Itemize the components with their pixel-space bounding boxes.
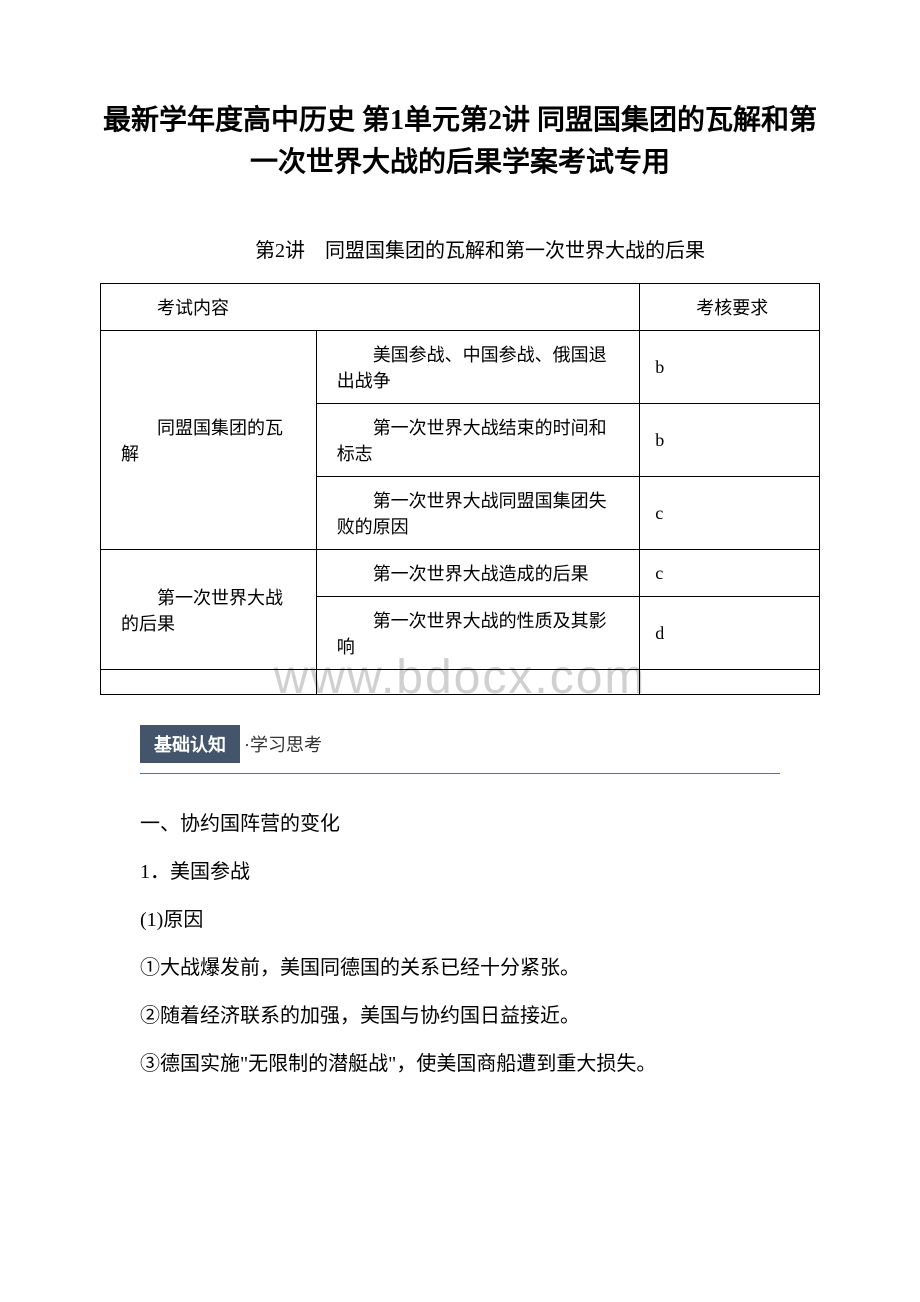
heading-level-1: 一、协约国阵营的变化 — [140, 804, 780, 844]
lecture-subtitle: 第2讲 同盟国集团的瓦解和第一次世界大战的后果 — [100, 234, 820, 263]
empty-cell — [101, 670, 317, 695]
section-divider — [140, 773, 780, 774]
section-badge: 基础认知 ·学习思考 — [140, 725, 820, 763]
empty-cell — [316, 670, 640, 695]
category-cell: 同盟国集团的瓦解 — [101, 331, 317, 550]
level-cell: c — [640, 550, 820, 597]
body-point: ①大战爆发前，美国同德国的关系已经十分紧张。 — [140, 948, 780, 988]
table-empty-row — [101, 670, 820, 695]
body-point: ③德国实施"无限制的潜艇战"，使美国商船遭到重大损失。 — [140, 1044, 780, 1084]
item-cell: 第一次世界大战造成的后果 — [316, 550, 640, 597]
item-cell: 第一次世界大战同盟国集团失败的原因 — [316, 477, 640, 550]
table-header-requirement: 考核要求 — [640, 284, 820, 331]
empty-cell — [640, 670, 820, 695]
body-point: ②随着经济联系的加强，美国与协约国日益接近。 — [140, 996, 780, 1036]
table-header-row: 考试内容 考核要求 — [101, 284, 820, 331]
level-cell: d — [640, 597, 820, 670]
heading-level-2: 1．美国参战 — [140, 852, 780, 892]
item-cell: 美国参战、中国参战、俄国退出战争 — [316, 331, 640, 404]
heading-level-3: (1)原因 — [140, 900, 780, 940]
page-title: 最新学年度高中历史 第1单元第2讲 同盟国集团的瓦解和第一次世界大战的后果学案考… — [100, 100, 820, 184]
level-cell: c — [640, 477, 820, 550]
item-cell: 第一次世界大战结束的时间和标志 — [316, 404, 640, 477]
badge-label: 基础认知 — [140, 725, 240, 763]
category-cell: 第一次世界大战的后果 — [101, 550, 317, 670]
item-cell: 第一次世界大战的性质及其影响 — [316, 597, 640, 670]
badge-suffix: ·学习思考 — [244, 731, 322, 757]
exam-content-table: 考试内容 考核要求 同盟国集团的瓦解 美国参战、中国参战、俄国退出战争 b 第一… — [100, 283, 820, 695]
table-row: 第一次世界大战的后果 第一次世界大战造成的后果 c — [101, 550, 820, 597]
table-row: 同盟国集团的瓦解 美国参战、中国参战、俄国退出战争 b — [101, 331, 820, 404]
level-cell: b — [640, 331, 820, 404]
level-cell: b — [640, 404, 820, 477]
table-header-content: 考试内容 — [101, 284, 640, 331]
